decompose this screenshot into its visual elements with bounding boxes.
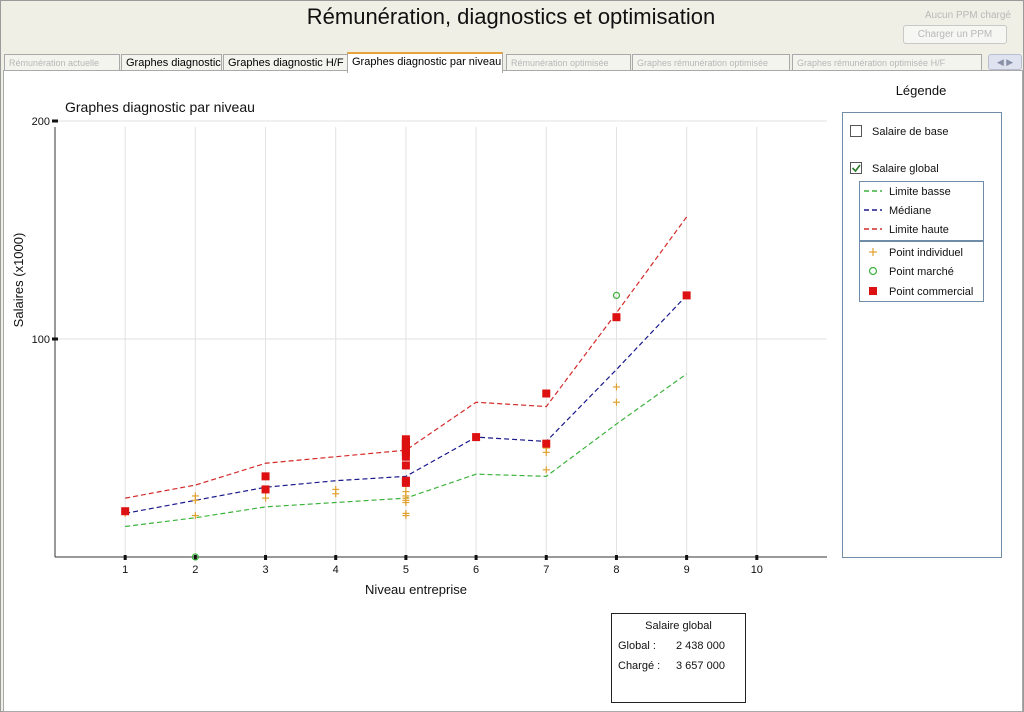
legend-points-box	[859, 241, 984, 302]
legend-title: Légende	[895, 83, 947, 98]
point-commercial-17	[612, 313, 621, 322]
summary-title: Salaire global	[645, 620, 712, 632]
x-tick-mark-9	[685, 555, 689, 560]
x-tick-label-4: 4	[333, 564, 339, 576]
point-commercial-15	[542, 439, 551, 448]
point-individuel-2	[191, 492, 199, 500]
summary-global-value: 2 438 000	[676, 640, 725, 652]
x-tick-mark-3	[264, 555, 268, 560]
legend-point-label-1: Point marché	[889, 266, 954, 278]
tab-graphes-diagnostic-par-niveau[interactable]: Graphes diagnostic par niveau	[347, 52, 503, 73]
x-tick-mark-5	[404, 555, 408, 560]
tab-strip: Rémunération actuelle Graphes diagnostic…	[4, 52, 1022, 73]
y-tick-label-200: 200	[32, 116, 50, 128]
point-commercial-13	[401, 478, 410, 487]
legend-line-label-2: Limite haute	[889, 224, 949, 236]
tab-graphes-remuneration-optimisee[interactable]: Graphes rémunération optimisée	[632, 54, 790, 71]
legend-lines-box	[859, 181, 984, 241]
legend-check-icon-1	[851, 164, 861, 173]
x-tick-label-9: 9	[684, 564, 690, 576]
x-tick-label-6: 6	[473, 564, 479, 576]
legend-checkbox-label-1: Salaire global	[872, 163, 939, 175]
x-tick-label-2: 2	[192, 564, 198, 576]
point-individuel-14	[402, 512, 410, 520]
x-axis-label: Niveau entreprise	[365, 582, 467, 597]
point-commercial-11	[401, 461, 410, 470]
tab-graphes-diagnostic-hf[interactable]: Graphes diagnostic H/F	[223, 54, 351, 71]
chart-points	[121, 291, 691, 561]
y-axis-label: Salaires (x1000)	[11, 233, 26, 328]
load-ppm-button[interactable]: Charger un PPM	[903, 25, 1007, 44]
y-tick-mark-100	[52, 337, 58, 341]
point-commercial-2	[261, 472, 270, 481]
legend-line-label-0: Limite basse	[889, 186, 951, 198]
x-tick-mark-7	[544, 555, 548, 560]
tab-remuneration-actuelle[interactable]: Rémunération actuelle	[4, 54, 120, 71]
legend-circle-swatch	[868, 266, 878, 276]
y-tick-mark-200	[52, 119, 58, 123]
legend-point-label-2: Point commercial	[889, 286, 973, 298]
point-individuel-21	[612, 383, 620, 391]
point-commercial-14	[472, 433, 481, 442]
x-tick-mark-1	[123, 555, 127, 560]
tab-graphes-diagnostic[interactable]: Graphes diagnostic	[121, 54, 222, 71]
point-commercial-9	[401, 448, 410, 457]
point-individuel-22	[612, 398, 620, 406]
summary-charge-label: Chargé :	[618, 660, 661, 672]
chart-gridlines	[55, 120, 827, 557]
x-tick-label-1: 1	[122, 564, 128, 576]
chart-title: Graphes diagnostic par niveau	[65, 99, 255, 115]
legend-checkbox-1[interactable]	[850, 162, 862, 174]
point-commercial-1	[261, 485, 270, 494]
summary-charge-value: 3 657 000	[676, 660, 725, 672]
salary-summary-box: Salaire global Global : 2 438 000 Chargé…	[611, 613, 746, 703]
x-tick-label-10: 10	[751, 564, 763, 576]
ppm-status-text: Aucun PPM chargé	[924, 10, 1011, 21]
legend-checkbox-0[interactable]	[850, 125, 862, 137]
legend-square-swatch	[869, 287, 877, 295]
legend-checkbox-label-0: Salaire de base	[872, 126, 948, 138]
summary-global-label: Global :	[618, 640, 656, 652]
y-tick-label-100: 100	[32, 334, 50, 346]
point-individuel-7	[332, 485, 340, 493]
x-tick-label-5: 5	[403, 564, 409, 576]
x-tick-label-8: 8	[613, 564, 619, 576]
x-tick-label-3: 3	[262, 564, 268, 576]
window-title: Rémunération, diagnostics et optimisatio…	[306, 4, 716, 29]
tab-graphes-remuneration-optimisee-hf[interactable]: Graphes rémunération optimisée H/F	[792, 54, 982, 71]
tab-scroll-arrows[interactable]: ◀ ▶	[988, 54, 1022, 70]
x-tick-mark-6	[474, 555, 478, 560]
chart-axes: 1 2 3 4 5 6 7 8 9 10 100 200	[32, 116, 827, 576]
point-marche-0	[191, 553, 199, 561]
tab-remuneration-optimisee[interactable]: Rémunération optimisée	[506, 54, 631, 71]
point-commercial-18	[682, 291, 691, 300]
x-tick-mark-4	[334, 555, 338, 560]
x-tick-mark-10	[755, 555, 759, 560]
point-commercial-16	[542, 389, 551, 398]
legend-box	[842, 112, 1002, 558]
legend-line-label-1: Médiane	[889, 205, 931, 217]
point-commercial-10	[401, 452, 410, 461]
point-individuel-20	[542, 466, 550, 474]
point-commercial-0	[121, 507, 130, 516]
point-individuel-3	[191, 512, 199, 520]
point-marche-1	[612, 291, 621, 299]
x-tick-label-7: 7	[543, 564, 549, 576]
series-line-mediane	[125, 294, 688, 514]
point-individuel-4	[262, 494, 270, 502]
legend-point-label-0: Point individuel	[889, 247, 963, 259]
x-tick-mark-2	[193, 555, 197, 560]
point-commercial-5	[401, 435, 410, 444]
point-individuel-12	[402, 499, 410, 506]
x-tick-mark-8	[614, 555, 618, 560]
tab-content-panel	[3, 70, 1023, 712]
